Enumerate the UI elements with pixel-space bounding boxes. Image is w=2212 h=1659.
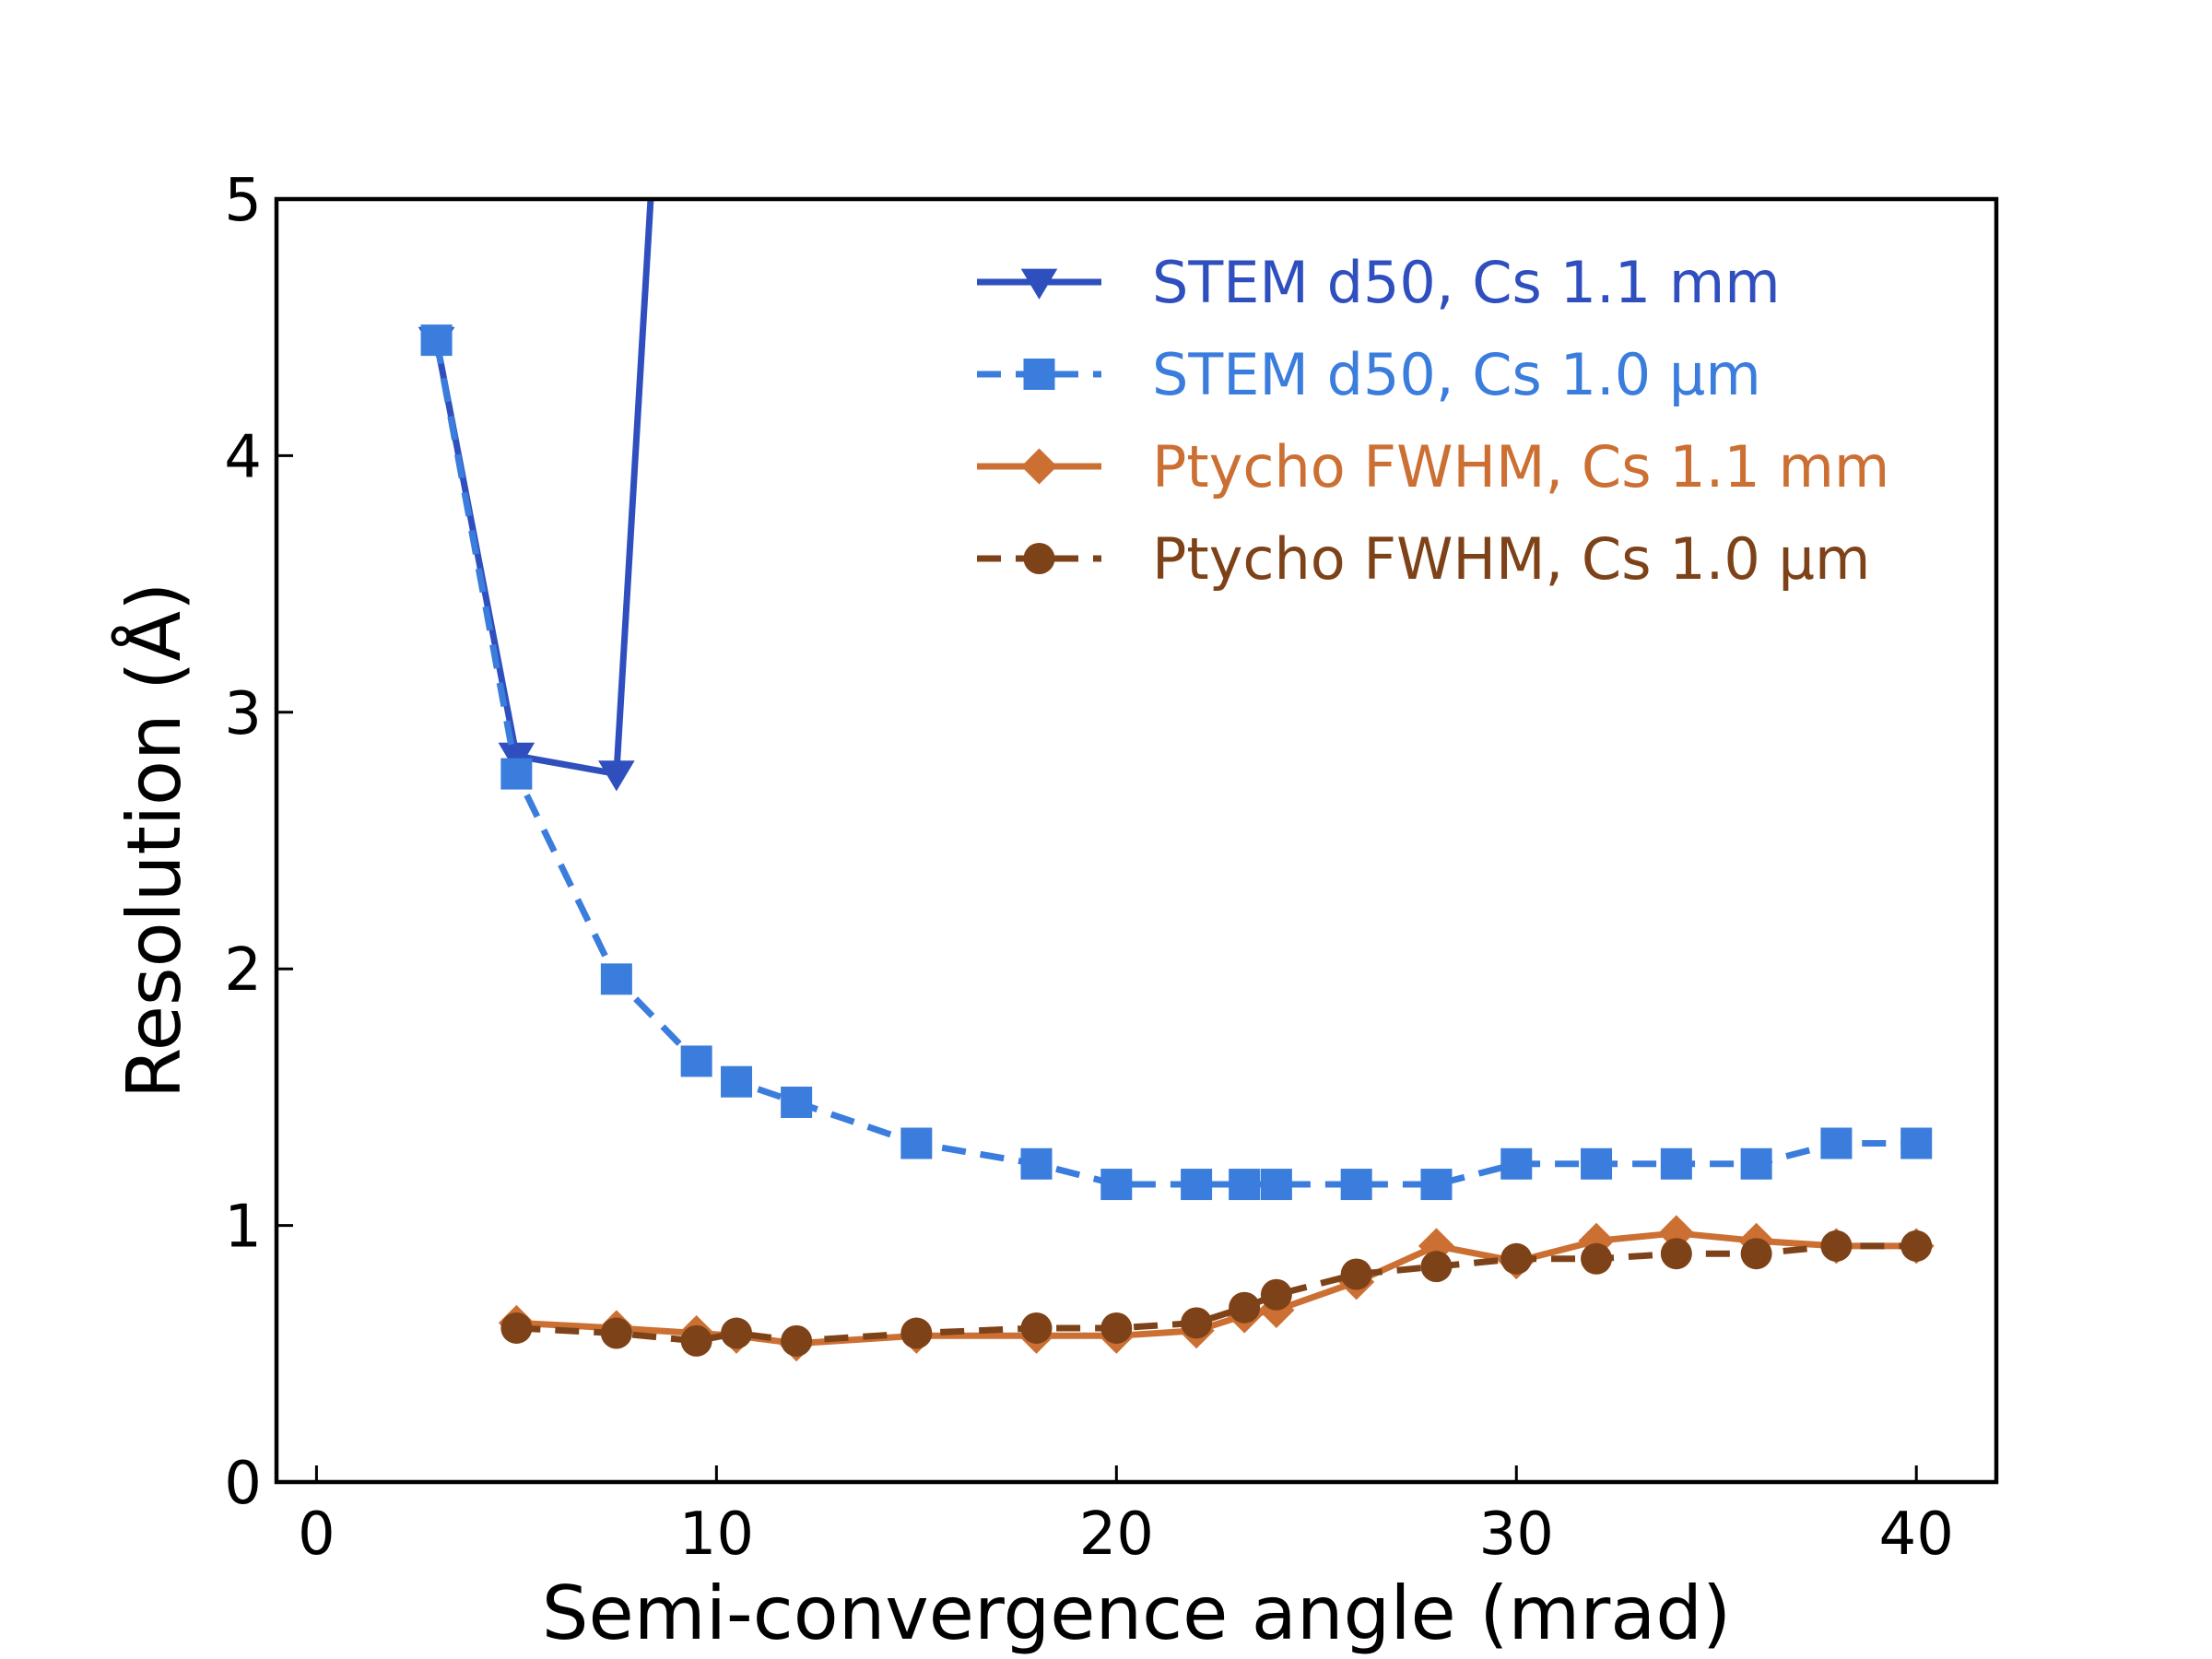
data-point xyxy=(781,1324,813,1357)
data-point xyxy=(1660,1238,1692,1270)
legend-label: Ptycho FWHM, Cs 1.1 mm xyxy=(1152,433,1889,500)
data-point xyxy=(1260,1278,1292,1311)
data-point xyxy=(500,758,533,790)
legend-label: Ptycho FWHM, Cs 1.0 µm xyxy=(1152,525,1870,593)
y-tick-label: 5 xyxy=(224,167,262,235)
legend-marker xyxy=(1023,359,1055,390)
data-point xyxy=(1420,1251,1453,1283)
data-point xyxy=(600,963,632,995)
data-point xyxy=(1900,1127,1933,1159)
data-point xyxy=(1181,1307,1213,1339)
plot-frame xyxy=(274,196,1999,1485)
y-tick-label: 2 xyxy=(224,936,262,1005)
data-point xyxy=(721,1065,753,1098)
data-point xyxy=(1260,1169,1292,1201)
series-layer xyxy=(418,199,1935,1362)
data-point xyxy=(1581,1147,1613,1180)
data-point xyxy=(680,1324,712,1357)
data-point xyxy=(420,324,453,357)
data-point xyxy=(600,1317,632,1349)
data-point xyxy=(680,1045,712,1077)
y-tick-label: 3 xyxy=(224,680,262,748)
data-point xyxy=(1500,1147,1533,1180)
x-tick-label: 0 xyxy=(298,1500,335,1569)
data-point xyxy=(1660,1147,1692,1180)
series-2 xyxy=(420,324,1933,1201)
data-point xyxy=(1900,1230,1933,1262)
data-point xyxy=(900,1317,933,1349)
legend-marker xyxy=(1020,268,1058,300)
legend-label: STEM d50, Cs 1.0 µm xyxy=(1152,341,1761,408)
series-4 xyxy=(500,1230,1933,1357)
data-point xyxy=(1740,1147,1772,1180)
y-tick-label: 1 xyxy=(224,1194,262,1262)
data-point xyxy=(1340,1169,1372,1201)
legend-item: Ptycho FWHM, Cs 1.1 mm xyxy=(977,433,1889,500)
data-point xyxy=(1500,1242,1533,1275)
data-point xyxy=(598,760,635,792)
data-point xyxy=(1100,1312,1133,1344)
legend: STEM d50, Cs 1.1 mm STEM d50, Cs 1.0 µm Pt… xyxy=(977,249,1889,593)
data-point xyxy=(781,1086,813,1118)
y-tick-label: 0 xyxy=(224,1450,262,1518)
legend-label: STEM d50, Cs 1.1 mm xyxy=(1152,249,1781,316)
data-point xyxy=(1100,1169,1133,1201)
x-tick-label: 10 xyxy=(679,1500,754,1569)
data-point xyxy=(900,1127,933,1159)
data-point xyxy=(1340,1258,1372,1290)
ticks-layer: 0 10 20 30 40 0 1 2 3 4 5 xyxy=(224,167,1954,1569)
data-point xyxy=(1229,1169,1261,1201)
legend-item: Ptycho FWHM, Cs 1.0 µm xyxy=(977,525,1870,593)
data-point xyxy=(1820,1230,1853,1262)
legend-marker xyxy=(1020,448,1058,485)
x-tick-label: 40 xyxy=(1878,1500,1953,1569)
x-axis-label: Semi-convergence angle (mrad) xyxy=(542,1571,1731,1656)
legend-marker xyxy=(1023,543,1055,574)
y-axis-label: Resolution (Å) xyxy=(111,582,197,1100)
data-point xyxy=(500,1312,533,1344)
data-point xyxy=(1020,1147,1053,1180)
data-point xyxy=(1229,1291,1261,1324)
data-point xyxy=(1020,1312,1053,1344)
y-tick-label: 4 xyxy=(224,423,262,491)
series-line xyxy=(433,199,654,778)
data-point xyxy=(1420,1169,1453,1201)
legend-item: STEM d50, Cs 1.0 µm xyxy=(977,341,1761,408)
data-point xyxy=(1820,1127,1853,1159)
data-point xyxy=(1740,1238,1772,1270)
data-point xyxy=(498,742,535,774)
legend-item: STEM d50, Cs 1.1 mm xyxy=(977,249,1781,316)
x-tick-label: 30 xyxy=(1479,1500,1554,1569)
data-point xyxy=(1181,1169,1213,1201)
data-point xyxy=(1581,1242,1613,1275)
data-point xyxy=(721,1317,753,1349)
x-tick-label: 20 xyxy=(1079,1500,1154,1569)
series-1 xyxy=(418,199,654,792)
